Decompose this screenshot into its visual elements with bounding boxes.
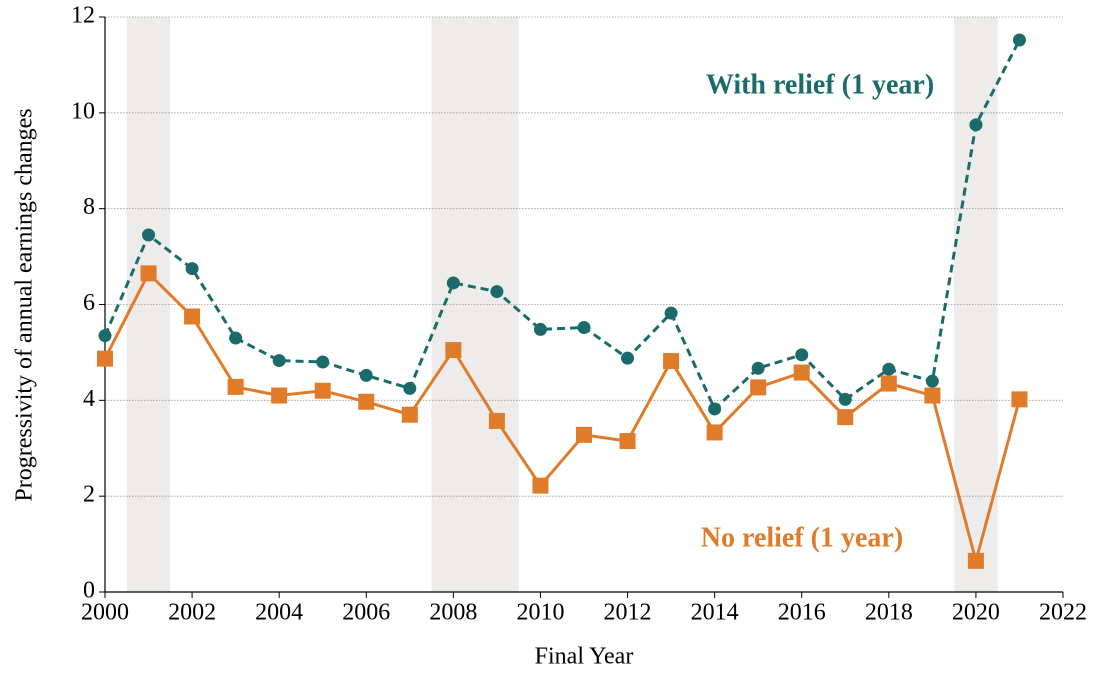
y-tick-label: 10 [71,98,95,124]
marker [227,378,244,395]
x-tick-label: 2018 [865,600,913,626]
marker [925,374,939,388]
y-tick-label: 0 [83,578,95,604]
y-tick-label: 4 [83,386,95,412]
marker [663,353,680,370]
marker [184,308,201,325]
marker [664,306,678,320]
marker [142,228,156,242]
marker [185,262,199,276]
marker [706,424,723,441]
marker [446,276,460,290]
y-axis-label: Progressivity of annual earnings changes [12,108,38,501]
marker [924,387,941,404]
x-tick-label: 2006 [342,600,390,626]
marker [445,342,462,359]
marker [793,364,810,381]
marker [314,382,331,399]
marker [98,329,112,343]
marker [619,433,636,450]
marker [490,285,504,299]
marker [708,402,722,416]
x-tick-label: 2020 [952,600,1000,626]
marker [969,118,983,132]
marker [272,354,286,368]
marker [838,392,852,406]
y-tick-label: 12 [71,3,95,29]
x-tick-label: 2012 [604,600,652,626]
marker [577,321,591,334]
marker [271,387,288,404]
marker [837,409,854,426]
marker [532,477,549,494]
marker [316,355,330,369]
series-line [103,39,1021,412]
x-tick-label: 2004 [255,600,303,626]
marker [401,406,418,423]
marker [751,361,765,375]
marker [359,368,373,382]
x-tick-label: 2022 [1039,600,1087,626]
marker [621,351,635,365]
marker [358,393,375,410]
y-tick-label: 2 [83,482,95,508]
marker [140,265,157,282]
marker [97,350,113,367]
x-tick-label: 2002 [168,600,216,626]
marker [533,322,547,336]
marker [403,381,417,395]
marker [1011,391,1028,408]
y-tick-label: 6 [83,290,95,316]
marker [576,426,592,443]
marker [229,331,243,345]
x-tick-label: 2010 [516,600,564,626]
x-tick-label: 2014 [691,600,739,626]
series-label: No relief (1 year) [701,522,903,553]
series-label: With relief (1 year) [706,69,934,100]
x-tick-label: 2000 [81,600,129,626]
series-line [103,270,1021,567]
marker [880,375,897,392]
x-tick-label: 2008 [429,600,477,626]
x-axis-label: Final Year [535,644,634,670]
y-tick-label: 8 [83,194,95,220]
marker [488,412,505,429]
marker [795,348,809,362]
x-tick-label: 2016 [778,600,826,626]
marker [750,379,767,396]
marker [1012,33,1026,47]
marker [967,552,984,569]
marker [882,362,896,376]
